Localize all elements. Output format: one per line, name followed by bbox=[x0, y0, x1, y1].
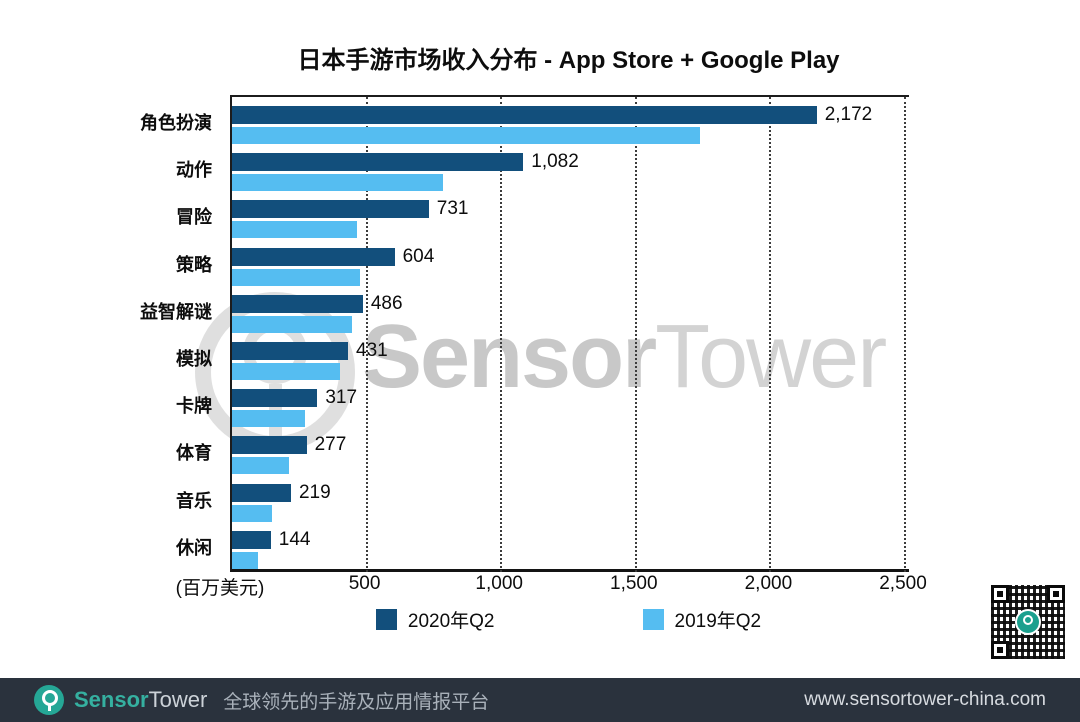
bar-2020-模拟 bbox=[232, 342, 349, 360]
value-label-动作: 1,082 bbox=[531, 151, 579, 173]
x-axis-unit-label: (百万美元) bbox=[175, 578, 265, 599]
bar-row-模拟: 431 bbox=[232, 333, 909, 380]
value-label-卡牌: 317 bbox=[325, 387, 358, 409]
gridline-1500 bbox=[634, 97, 637, 572]
gridline-1000 bbox=[500, 97, 503, 572]
footer-brand-sensor: Sensor bbox=[74, 687, 149, 712]
x-tick-label-1000: 1,000 bbox=[475, 573, 523, 594]
bar-2019-动作 bbox=[232, 174, 444, 192]
sensortower-footer-logo-icon bbox=[34, 685, 64, 715]
bar-2019-卡牌 bbox=[232, 410, 306, 428]
bar-2020-体育 bbox=[232, 436, 307, 455]
chart-title: 日本手游市场收入分布 - App Store + Google Play bbox=[297, 47, 840, 74]
bar-2020-音乐 bbox=[232, 483, 291, 502]
bar-row-策略: 604 bbox=[232, 239, 909, 286]
bar-2020-动作 bbox=[232, 153, 524, 172]
gridline-2500 bbox=[904, 97, 906, 572]
gridline-2000 bbox=[769, 97, 772, 572]
bar-2020-策略 bbox=[232, 247, 395, 266]
bar-row-动作: 1,082 bbox=[232, 144, 909, 192]
plot-area: 2,172 1,082 731 604 486 431 317 277 219 144 bbox=[230, 95, 909, 572]
bar-2019-策略 bbox=[232, 268, 360, 286]
legend-item-2019年Q2: 2019年Q2 bbox=[642, 606, 762, 633]
category-label-休闲: 休闲 bbox=[176, 537, 212, 558]
bar-row-益智解谜: 486 bbox=[232, 286, 909, 333]
bar-2019-休闲 bbox=[232, 551, 258, 569]
qr-finder-top-left bbox=[991, 585, 1009, 603]
x-tick-label-2000: 2,000 bbox=[744, 573, 793, 594]
category-label-益智解谜: 益智解谜 bbox=[140, 301, 212, 322]
value-label-策略: 604 bbox=[402, 245, 435, 267]
category-label-音乐: 音乐 bbox=[176, 490, 212, 511]
legend-item-2020年Q2: 2020年Q2 bbox=[375, 606, 495, 633]
qr-code bbox=[986, 580, 1070, 664]
bar-row-休闲: 144 bbox=[232, 522, 909, 569]
category-label-动作: 动作 bbox=[176, 160, 212, 181]
bar-2020-冒险 bbox=[232, 200, 429, 219]
footer-url: www.sensortower-china.com bbox=[804, 689, 1046, 710]
bar-row-音乐: 219 bbox=[232, 475, 909, 522]
category-label-角色扮演: 角色扮演 bbox=[140, 113, 212, 133]
bar-2020-角色扮演 bbox=[232, 106, 817, 124]
gridline-500 bbox=[365, 97, 368, 572]
legend: 2020年Q2 2019年Q2 bbox=[230, 606, 907, 633]
bar-row-角色扮演: 2,172 bbox=[232, 97, 909, 144]
footer-bar: SensorTower 全球领先的手游及应用情报平台 www.sensortow… bbox=[0, 678, 1080, 722]
category-label-冒险: 冒险 bbox=[176, 207, 212, 228]
value-label-体育: 277 bbox=[314, 434, 347, 456]
bar-2020-休闲 bbox=[232, 530, 271, 549]
bar-2020-卡牌 bbox=[232, 389, 318, 408]
footer-brand: SensorTower bbox=[74, 687, 207, 713]
bar-2019-体育 bbox=[232, 457, 289, 475]
qr-finder-top-right bbox=[1047, 585, 1065, 603]
legend-swatch-2020年Q2 bbox=[375, 609, 397, 630]
category-label-模拟: 模拟 bbox=[176, 349, 212, 369]
bar-2019-角色扮演 bbox=[232, 127, 701, 144]
x-tick-label-500: 500 bbox=[348, 573, 381, 594]
legend-label-2019年Q2: 2019年Q2 bbox=[674, 611, 762, 632]
value-label-音乐: 219 bbox=[298, 481, 331, 503]
qr-finder-bottom-left bbox=[991, 641, 1009, 659]
value-label-角色扮演: 2,172 bbox=[824, 104, 873, 125]
qr-center-badge bbox=[1015, 609, 1041, 635]
bar-2019-音乐 bbox=[232, 504, 273, 522]
bar-2020-益智解谜 bbox=[232, 294, 363, 313]
footer-brand-tower: Tower bbox=[148, 687, 208, 712]
value-label-模拟: 431 bbox=[356, 340, 388, 361]
watermark-sensor-text: Sensor bbox=[362, 307, 657, 407]
category-label-卡牌: 卡牌 bbox=[176, 396, 212, 417]
value-label-休闲: 144 bbox=[278, 528, 311, 550]
sensortower-logo-icon bbox=[1017, 611, 1039, 633]
category-label-策略: 策略 bbox=[176, 254, 212, 275]
legend-label-2020年Q2: 2020年Q2 bbox=[407, 611, 495, 632]
category-label-体育: 体育 bbox=[176, 443, 212, 464]
bar-row-卡牌: 317 bbox=[232, 380, 909, 428]
bar-2019-冒险 bbox=[232, 221, 358, 239]
bar-row-体育: 277 bbox=[232, 427, 909, 475]
bar-2019-模拟 bbox=[232, 363, 340, 380]
bar-2019-益智解谜 bbox=[232, 315, 352, 333]
x-tick-label-1500: 1,500 bbox=[610, 573, 658, 594]
bar-row-冒险: 731 bbox=[232, 191, 909, 239]
value-label-冒险: 731 bbox=[436, 198, 469, 220]
value-label-益智解谜: 486 bbox=[370, 292, 403, 314]
footer-tagline: 全球领先的手游及应用情报平台 bbox=[223, 691, 490, 713]
legend-swatch-2019年Q2 bbox=[642, 609, 664, 630]
x-tick-label-2500: 2,500 bbox=[879, 573, 927, 594]
